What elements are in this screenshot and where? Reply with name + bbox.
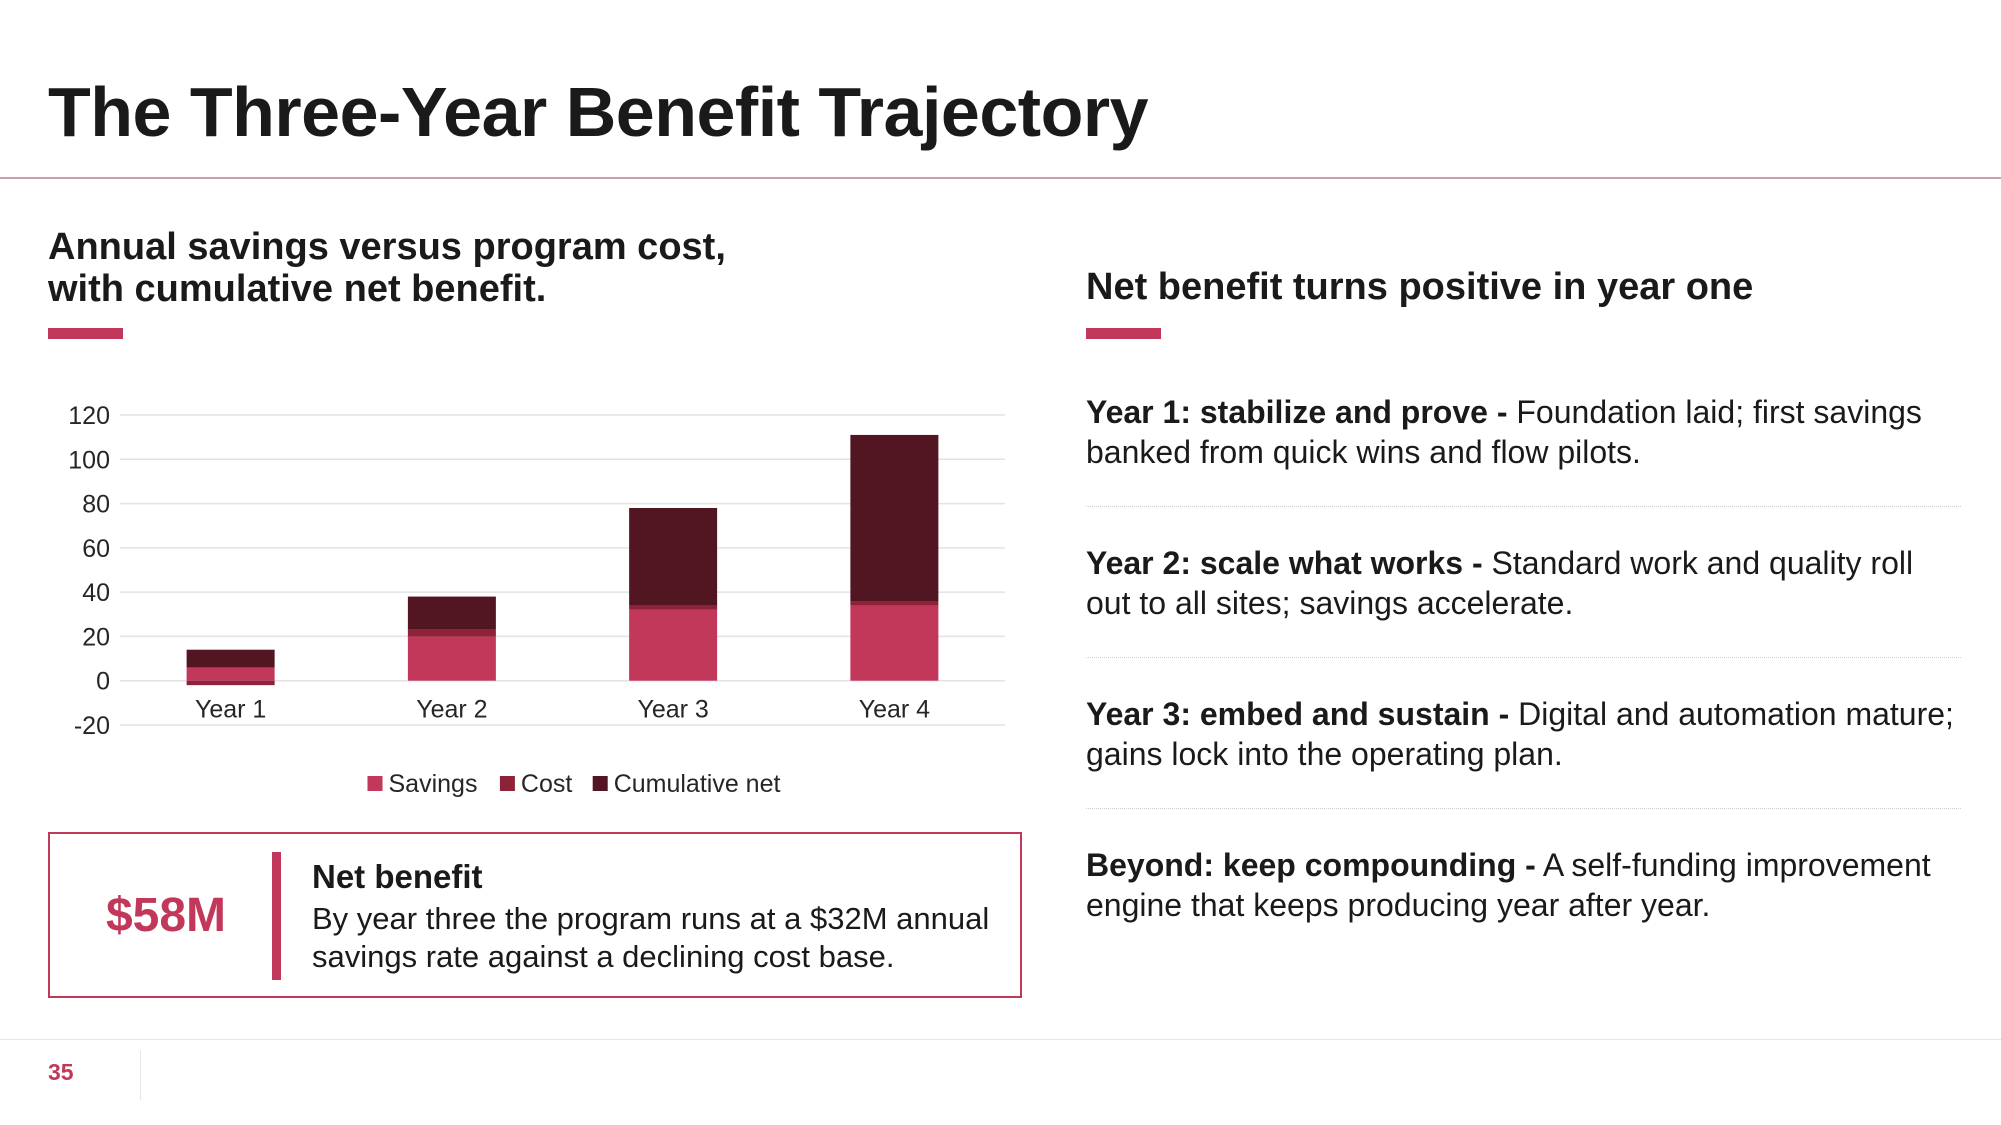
roadmap-step-year-1: Year 1: stabilize and prove - Foundation…: [1086, 392, 1961, 543]
bar-cumulative-net: [186, 649, 275, 668]
legend-swatch-cumulative-net: [592, 776, 608, 791]
step-label: Year 2: scale what works -: [1086, 545, 1483, 581]
y-tick-label: -20: [74, 712, 110, 740]
step-text: Standard work and quality roll out to al…: [1086, 545, 1914, 621]
bar-savings: [850, 605, 939, 681]
step-divider: [1086, 506, 1961, 507]
footer-separator: [140, 1050, 141, 1100]
step-label: Year 1: stabilize and prove -: [1086, 394, 1508, 430]
bar-cumulative-net: [407, 596, 496, 630]
bar-savings: [186, 667, 275, 681]
step-divider: [1086, 808, 1961, 809]
chart-heading: Annual savings versus program cost, with…: [48, 226, 948, 310]
x-category-label: Year 4: [859, 696, 930, 724]
bar-savings: [629, 609, 718, 681]
y-tick-label: 120: [68, 402, 110, 430]
x-category-label: Year 1: [195, 696, 266, 724]
step-text: Foundation laid; first savings banked fr…: [1086, 394, 1922, 470]
title-divider: [0, 177, 2001, 179]
chart-heading-line-2: with cumulative net benefit.: [48, 268, 547, 310]
roadmap-step-year-2: Year 2: scale what works - Standard work…: [1086, 543, 1961, 694]
step-divider: [1086, 657, 1961, 658]
step-label: Year 3: embed and sustain -: [1086, 696, 1510, 732]
y-tick-label: 60: [82, 535, 110, 563]
net-benefit-value: $58M: [105, 888, 227, 942]
legend-label: Savings: [389, 770, 478, 798]
bar-savings: [407, 636, 496, 681]
step-text: Digital and automation mature; gains loc…: [1086, 696, 1954, 772]
y-tick-label: 20: [82, 623, 110, 651]
y-tick-label: 40: [82, 579, 110, 607]
roadmap-heading: Net benefit turns positive in year one: [1086, 266, 1754, 308]
chart-heading-accent: [48, 328, 123, 339]
roadmap-step-beyond: Beyond: keep compounding - A self-fundin…: [1086, 845, 1961, 996]
legend-swatch-savings: [367, 776, 383, 791]
y-tick-label: 80: [82, 491, 110, 519]
net-benefit-body: By year three the program runs at a $32M…: [312, 901, 990, 974]
bar-cost: [186, 680, 275, 686]
x-category-label: Year 3: [637, 696, 708, 724]
chart-heading-line-1: Annual savings versus program cost,: [48, 226, 726, 268]
bar-cost: [407, 629, 496, 637]
bar-cumulative-net: [850, 434, 939, 601]
slide-title: The Three-Year Benefit Trajectory: [48, 73, 1149, 151]
bar-cumulative-net: [629, 508, 718, 606]
net-benefit-heading: Net benefit: [312, 858, 483, 895]
legend-swatch-cost: [499, 776, 515, 791]
net-benefit-callout: $58M Net benefit By year three the progr…: [48, 832, 1022, 998]
y-tick-label: 100: [68, 446, 110, 474]
bar-cost: [850, 601, 939, 606]
legend-label: Cost: [521, 770, 572, 798]
step-label: Beyond: keep compounding -: [1086, 847, 1536, 883]
roadmap-steps: Year 1: stabilize and prove - Foundation…: [1086, 392, 1961, 996]
benefit-chart-svg: 120 100 80 60 40 20 0 -20 Year 1 Year 2 Year 3 Year…: [68, 402, 1005, 798]
roadmap-step-year-3: Year 3: embed and sustain - Digital and …: [1086, 694, 1961, 845]
x-category-label: Year 2: [416, 696, 487, 724]
step-text: A self-funding improvement engine that k…: [1086, 847, 1931, 923]
bar-cost: [629, 605, 718, 610]
roadmap-heading-accent: [1086, 328, 1161, 339]
y-tick-label: 0: [96, 668, 110, 696]
legend-label: Cumulative net: [614, 770, 781, 798]
page-number: 35: [48, 1059, 74, 1085]
footer-divider: [0, 1039, 2001, 1040]
benefit-chart: 120 100 80 60 40 20 0 -20 Year 1 Year 2 Year 3 Year…: [40, 380, 1020, 820]
callout-divider: [272, 852, 281, 980]
